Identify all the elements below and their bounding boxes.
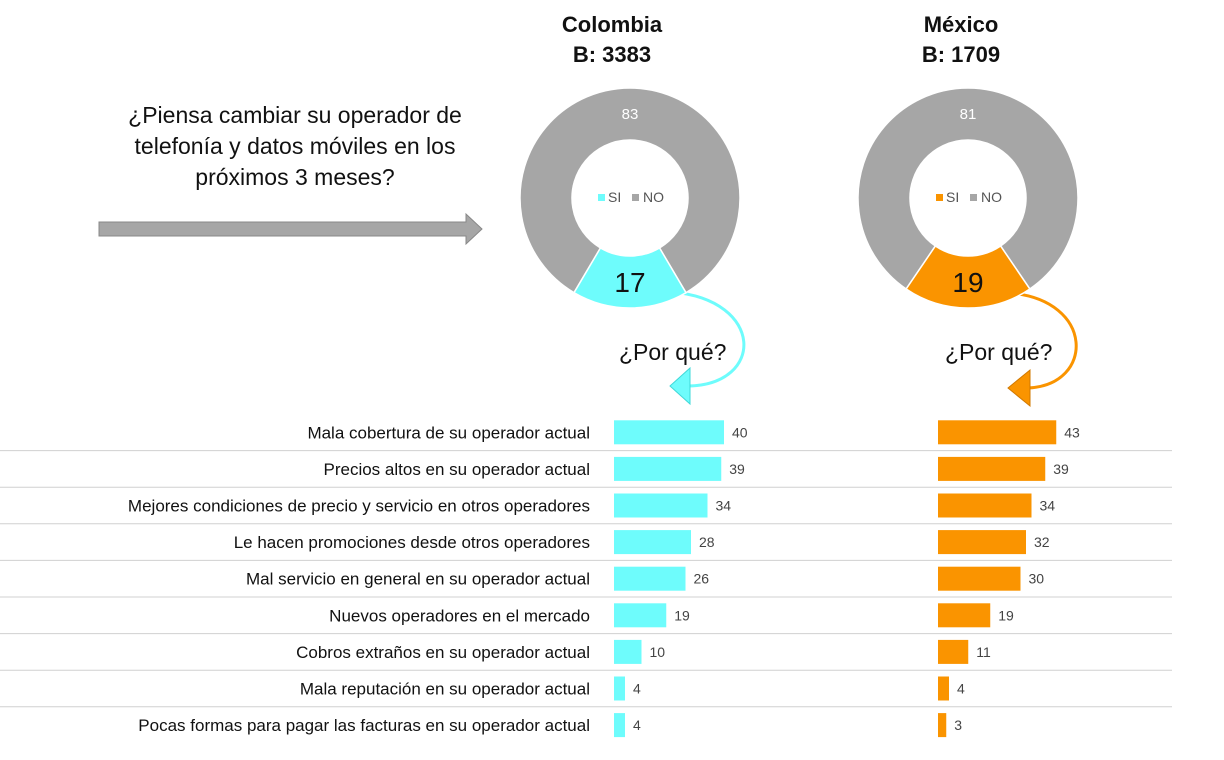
bar-value-label-mexico: 3: [954, 717, 962, 733]
donut-legend: SI NO: [598, 189, 664, 205]
country-base: B: 3383: [572, 42, 652, 67]
bar-colombia: [614, 530, 691, 555]
bar-colombia: [614, 676, 625, 701]
bar-mexico: [938, 676, 949, 701]
country-name: México: [923, 12, 999, 37]
country-base: B: 1709: [921, 42, 1001, 67]
curved-arrow-colombia-icon: [669, 290, 746, 406]
why-label-colombia: ¿Por qué?: [619, 339, 727, 365]
bar-colombia: [614, 603, 667, 628]
bar-value-label-colombia: 26: [694, 571, 710, 587]
bar-chart-reasons: Mala cobertura de su operador actual 40 43…: [0, 420, 1172, 738]
category-label: Cobros extraños en su operador actual: [296, 643, 590, 662]
donut-slice-no: [519, 87, 741, 294]
country-title-colombia: Colombia B: 3383: [502, 10, 722, 70]
bar-colombia: [614, 456, 722, 481]
donut-chart-colombia: 83 17 SI NO: [519, 87, 741, 309]
why-label-mexico: ¿Por qué?: [945, 339, 1053, 365]
bar-colombia: [614, 566, 686, 591]
donut-value-si: 19: [952, 267, 983, 298]
bar-value-label-mexico: 43: [1064, 424, 1080, 440]
question-text: ¿Piensa cambiar su operador de telefonía…: [128, 102, 462, 190]
bar-mexico: [938, 493, 1032, 518]
category-label: Precios altos en su operador actual: [324, 460, 591, 479]
bar-colombia: [614, 639, 642, 664]
bar-value-label-colombia: 4: [633, 681, 641, 697]
category-label: Mala reputación en su operador actual: [300, 680, 590, 699]
donut-slice-si: [572, 246, 688, 309]
donut-chart-mexico: 81 19 SI NO: [857, 87, 1079, 309]
bar-value-label-mexico: 11: [976, 644, 991, 660]
country-name: Colombia: [561, 12, 663, 37]
donut-legend: SI NO: [936, 189, 1002, 205]
legend-label-si: SI: [946, 189, 959, 205]
donut-slice-no: [857, 87, 1079, 291]
bar-value-label-colombia: 10: [650, 644, 666, 660]
curved-arrow-mexico-icon: [1007, 291, 1078, 408]
legend-marker-no: [632, 194, 639, 201]
donut-value-no: 81: [960, 106, 977, 123]
arrow-right-icon: [98, 212, 483, 246]
bar-mexico: [938, 456, 1046, 481]
category-label: Mal servicio en general en su operador a…: [246, 570, 590, 589]
legend-marker-si: [936, 194, 943, 201]
bar-colombia: [614, 493, 708, 518]
bar-colombia: [614, 713, 625, 738]
donut-slice-si: [905, 244, 1031, 309]
legend-marker-no: [970, 194, 977, 201]
bar-value-label-colombia: 39: [729, 461, 745, 477]
bar-value-label-colombia: 40: [732, 424, 748, 440]
bar-value-label-colombia: 28: [699, 534, 715, 550]
bar-value-label-mexico: 34: [1040, 498, 1056, 514]
bar-mexico: [938, 639, 969, 664]
bar-colombia: [614, 420, 724, 445]
bar-value-label-mexico: 4: [957, 681, 965, 697]
bar-mexico: [938, 713, 947, 738]
bar-value-label-colombia: 19: [674, 607, 690, 623]
bar-value-label-colombia: 4: [633, 717, 641, 733]
category-label: Mala cobertura de su operador actual: [307, 423, 590, 442]
country-title-mexico: México B: 1709: [851, 10, 1071, 70]
category-label: Le hacen promociones desde otros operado…: [234, 533, 590, 552]
bar-value-label-mexico: 30: [1029, 571, 1045, 587]
category-label: Pocas formas para pagar las facturas en …: [138, 716, 590, 735]
bar-mexico: [938, 603, 991, 628]
legend-marker-si: [598, 194, 605, 201]
legend-label-no: NO: [981, 189, 1002, 205]
legend-label-no: NO: [643, 189, 664, 205]
category-label: Mejores condiciones de precio y servicio…: [128, 497, 590, 516]
bar-mexico: [938, 420, 1057, 445]
legend-label-si: SI: [608, 189, 621, 205]
bar-mexico: [938, 530, 1026, 555]
bar-value-label-mexico: 39: [1053, 461, 1069, 477]
donut-value-no: 83: [622, 106, 639, 123]
bar-mexico: [938, 566, 1021, 591]
bar-value-label-mexico: 32: [1034, 534, 1050, 550]
bar-value-label-mexico: 19: [998, 607, 1014, 623]
donut-value-si: 17: [614, 267, 645, 298]
bar-value-label-colombia: 34: [716, 498, 732, 514]
category-label: Nuevos operadores en el mercado: [329, 606, 590, 625]
